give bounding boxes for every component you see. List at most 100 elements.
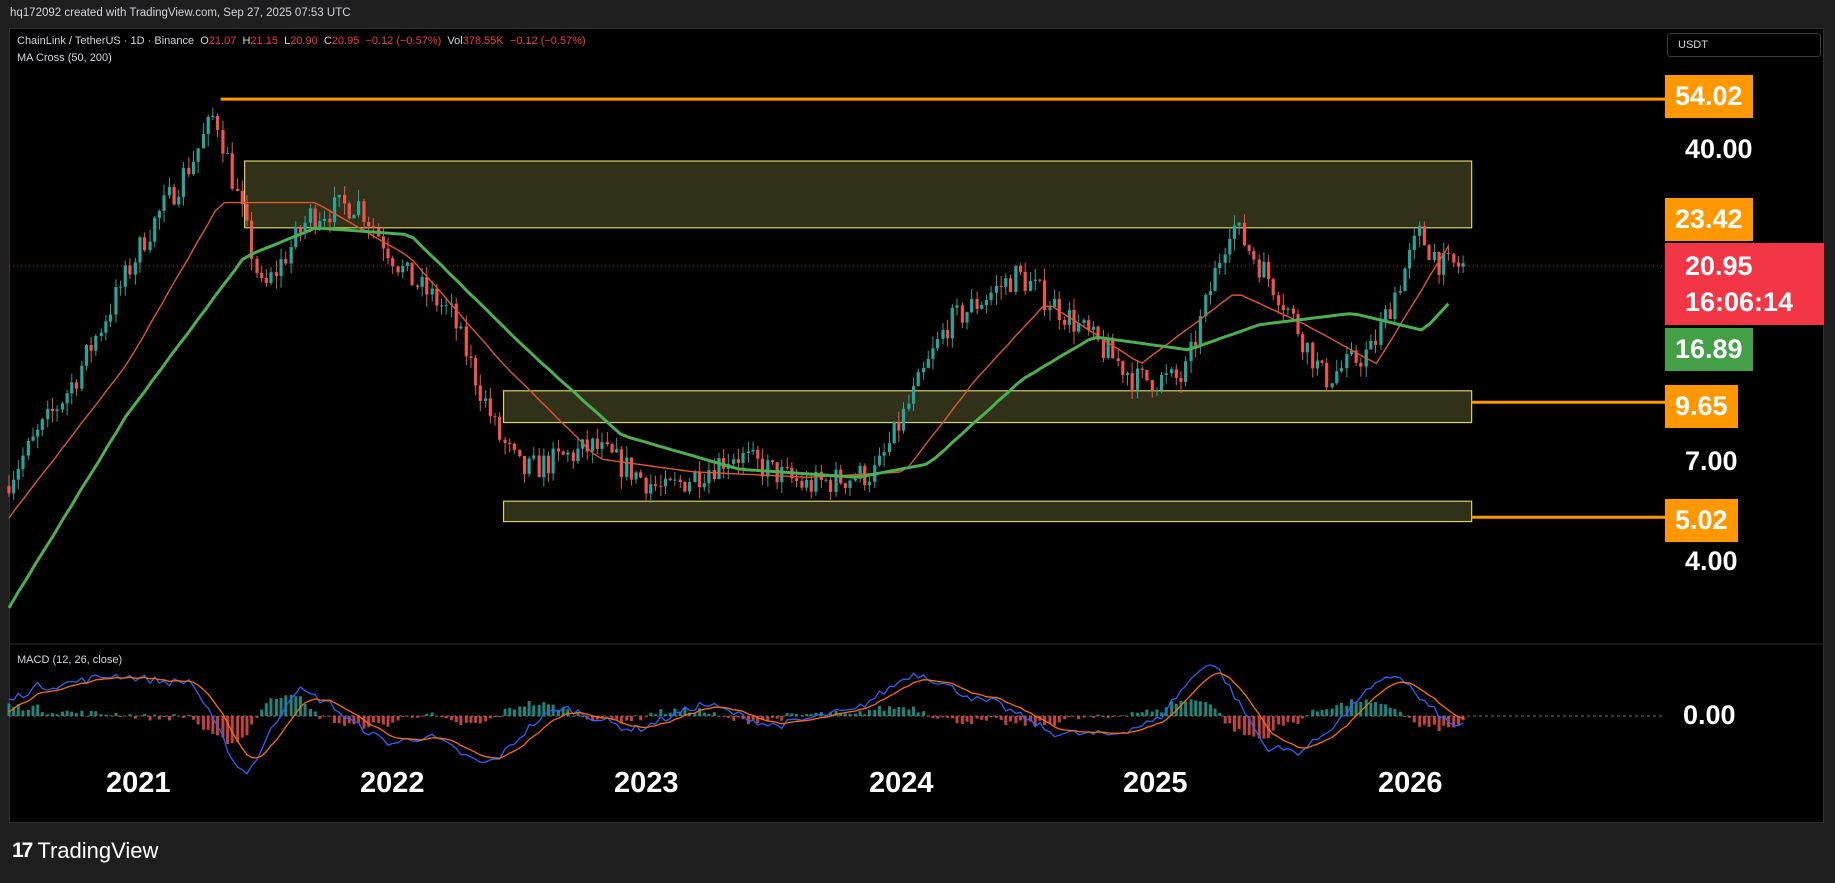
candle-body	[1223, 254, 1227, 263]
indicator-legend[interactable]: MA Cross (50, 200)	[17, 52, 112, 64]
candle-body	[1403, 268, 1407, 292]
candle-body	[1461, 263, 1465, 267]
change-value: −0.12 (−0.57%)	[365, 35, 442, 47]
candle-body	[332, 197, 337, 223]
candle-body	[50, 408, 55, 411]
candle-body	[619, 449, 623, 477]
tradingview-logo[interactable]: 17 TradingView	[12, 838, 158, 864]
candle-body	[322, 218, 327, 221]
candle-body	[595, 438, 599, 449]
price-tag-9-65: 9.65	[1665, 385, 1738, 428]
candle-body	[922, 367, 926, 373]
candle-body	[843, 483, 847, 488]
macd-histogram-bar	[717, 716, 721, 717]
candle-body	[653, 484, 658, 487]
macd-histogram-bar	[391, 716, 395, 723]
candle-body	[1232, 225, 1237, 239]
candle-body	[1106, 339, 1110, 358]
candle-body	[1174, 369, 1178, 378]
macd-histogram-bar	[1057, 716, 1061, 723]
candle-body	[1018, 266, 1023, 272]
macd-axis-zero: 0.00	[1683, 700, 1736, 730]
macd-histogram-bar	[1388, 707, 1392, 716]
candle-body	[16, 468, 20, 480]
candle-body	[576, 448, 580, 462]
macd-legend[interactable]: MACD (12, 26, close)	[17, 654, 123, 666]
volume-label: Vol	[447, 35, 463, 47]
macd-histogram-bar	[60, 711, 64, 716]
candle-body	[347, 203, 351, 219]
macd-histogram-bar	[1452, 716, 1456, 728]
macd-histogram-bar	[318, 716, 322, 719]
candle-body	[970, 299, 974, 313]
candle-body	[853, 478, 858, 481]
candle-body	[542, 455, 546, 478]
macd-histogram-bar	[1432, 716, 1436, 725]
macd-histogram-bar	[591, 716, 595, 721]
macd-histogram-bar	[1418, 716, 1422, 727]
candle-body	[1345, 354, 1349, 369]
macd-histogram-bar	[133, 716, 137, 719]
candle-body	[1213, 267, 1217, 292]
candle-body	[143, 237, 147, 251]
macd-histogram-bar	[882, 710, 886, 716]
candle-body	[756, 449, 760, 459]
candle-body	[1393, 292, 1397, 320]
candle-body	[153, 217, 157, 242]
candle-body	[488, 398, 492, 417]
macd-histogram-bar	[668, 712, 672, 716]
macd-histogram-bar	[698, 708, 702, 716]
ma-price-tag: 16.89	[1665, 328, 1753, 371]
macd-histogram-bar	[1262, 716, 1266, 739]
macd-histogram-bar	[206, 716, 210, 730]
sr-zone-1	[502, 390, 1473, 424]
candle-body	[328, 218, 332, 223]
candle-body	[318, 220, 322, 228]
volume-change: −0.12 (−0.57%)	[509, 35, 586, 47]
candle-body	[1296, 313, 1300, 335]
macd-histogram-bar	[274, 698, 278, 716]
macd-histogram-bar	[950, 716, 954, 719]
candle-body	[644, 477, 648, 494]
candle-body	[284, 259, 288, 264]
ohlc-legend: ChainLink / TetherUS · 1D · Binance O21.…	[17, 35, 586, 47]
candle-body	[1408, 250, 1412, 269]
macd-histogram-bar	[1325, 709, 1329, 716]
candle-body	[454, 303, 458, 329]
macd-histogram-bar	[1437, 716, 1441, 732]
macd-histogram-bar	[892, 708, 896, 716]
macd-histogram-bar	[493, 716, 497, 718]
candle-body	[1286, 308, 1290, 311]
macd-histogram-bar	[99, 714, 103, 716]
macd-histogram-bar	[1067, 716, 1071, 718]
macd-histogram-bar	[1179, 700, 1183, 716]
symbol-name[interactable]: ChainLink / TetherUS · 1D · Binance	[17, 35, 195, 47]
currency-selector[interactable]: USDT	[1667, 33, 1821, 57]
candle-body	[138, 237, 142, 263]
macd-histogram-bar	[984, 716, 988, 721]
candle-body	[191, 161, 196, 175]
macd-histogram-bar	[1208, 704, 1212, 716]
macd-histogram-bar	[605, 715, 609, 717]
macd-histogram-bar	[211, 716, 215, 734]
macd-histogram-bar	[1359, 701, 1363, 716]
macd-histogram-bar	[279, 697, 283, 716]
macd-histogram-bar	[1335, 705, 1339, 716]
macd-histogram-bar	[999, 716, 1003, 721]
macd-histogram-bar	[843, 713, 847, 716]
macd-histogram-bar	[625, 716, 629, 721]
macd-histogram-bar	[512, 709, 516, 716]
candle-body	[260, 272, 264, 279]
macd-histogram-bar	[381, 716, 385, 725]
candle-body	[221, 130, 225, 154]
macd-histogram-bar	[775, 716, 779, 719]
macd-histogram-bar	[309, 709, 313, 716]
candle-body	[1042, 280, 1047, 311]
macd-histogram-bar	[1106, 716, 1110, 718]
macd-histogram-bar	[970, 716, 974, 724]
candle-body	[663, 478, 668, 487]
candle-body	[1242, 222, 1247, 246]
candle-body	[60, 403, 65, 410]
candle-body	[187, 167, 191, 175]
